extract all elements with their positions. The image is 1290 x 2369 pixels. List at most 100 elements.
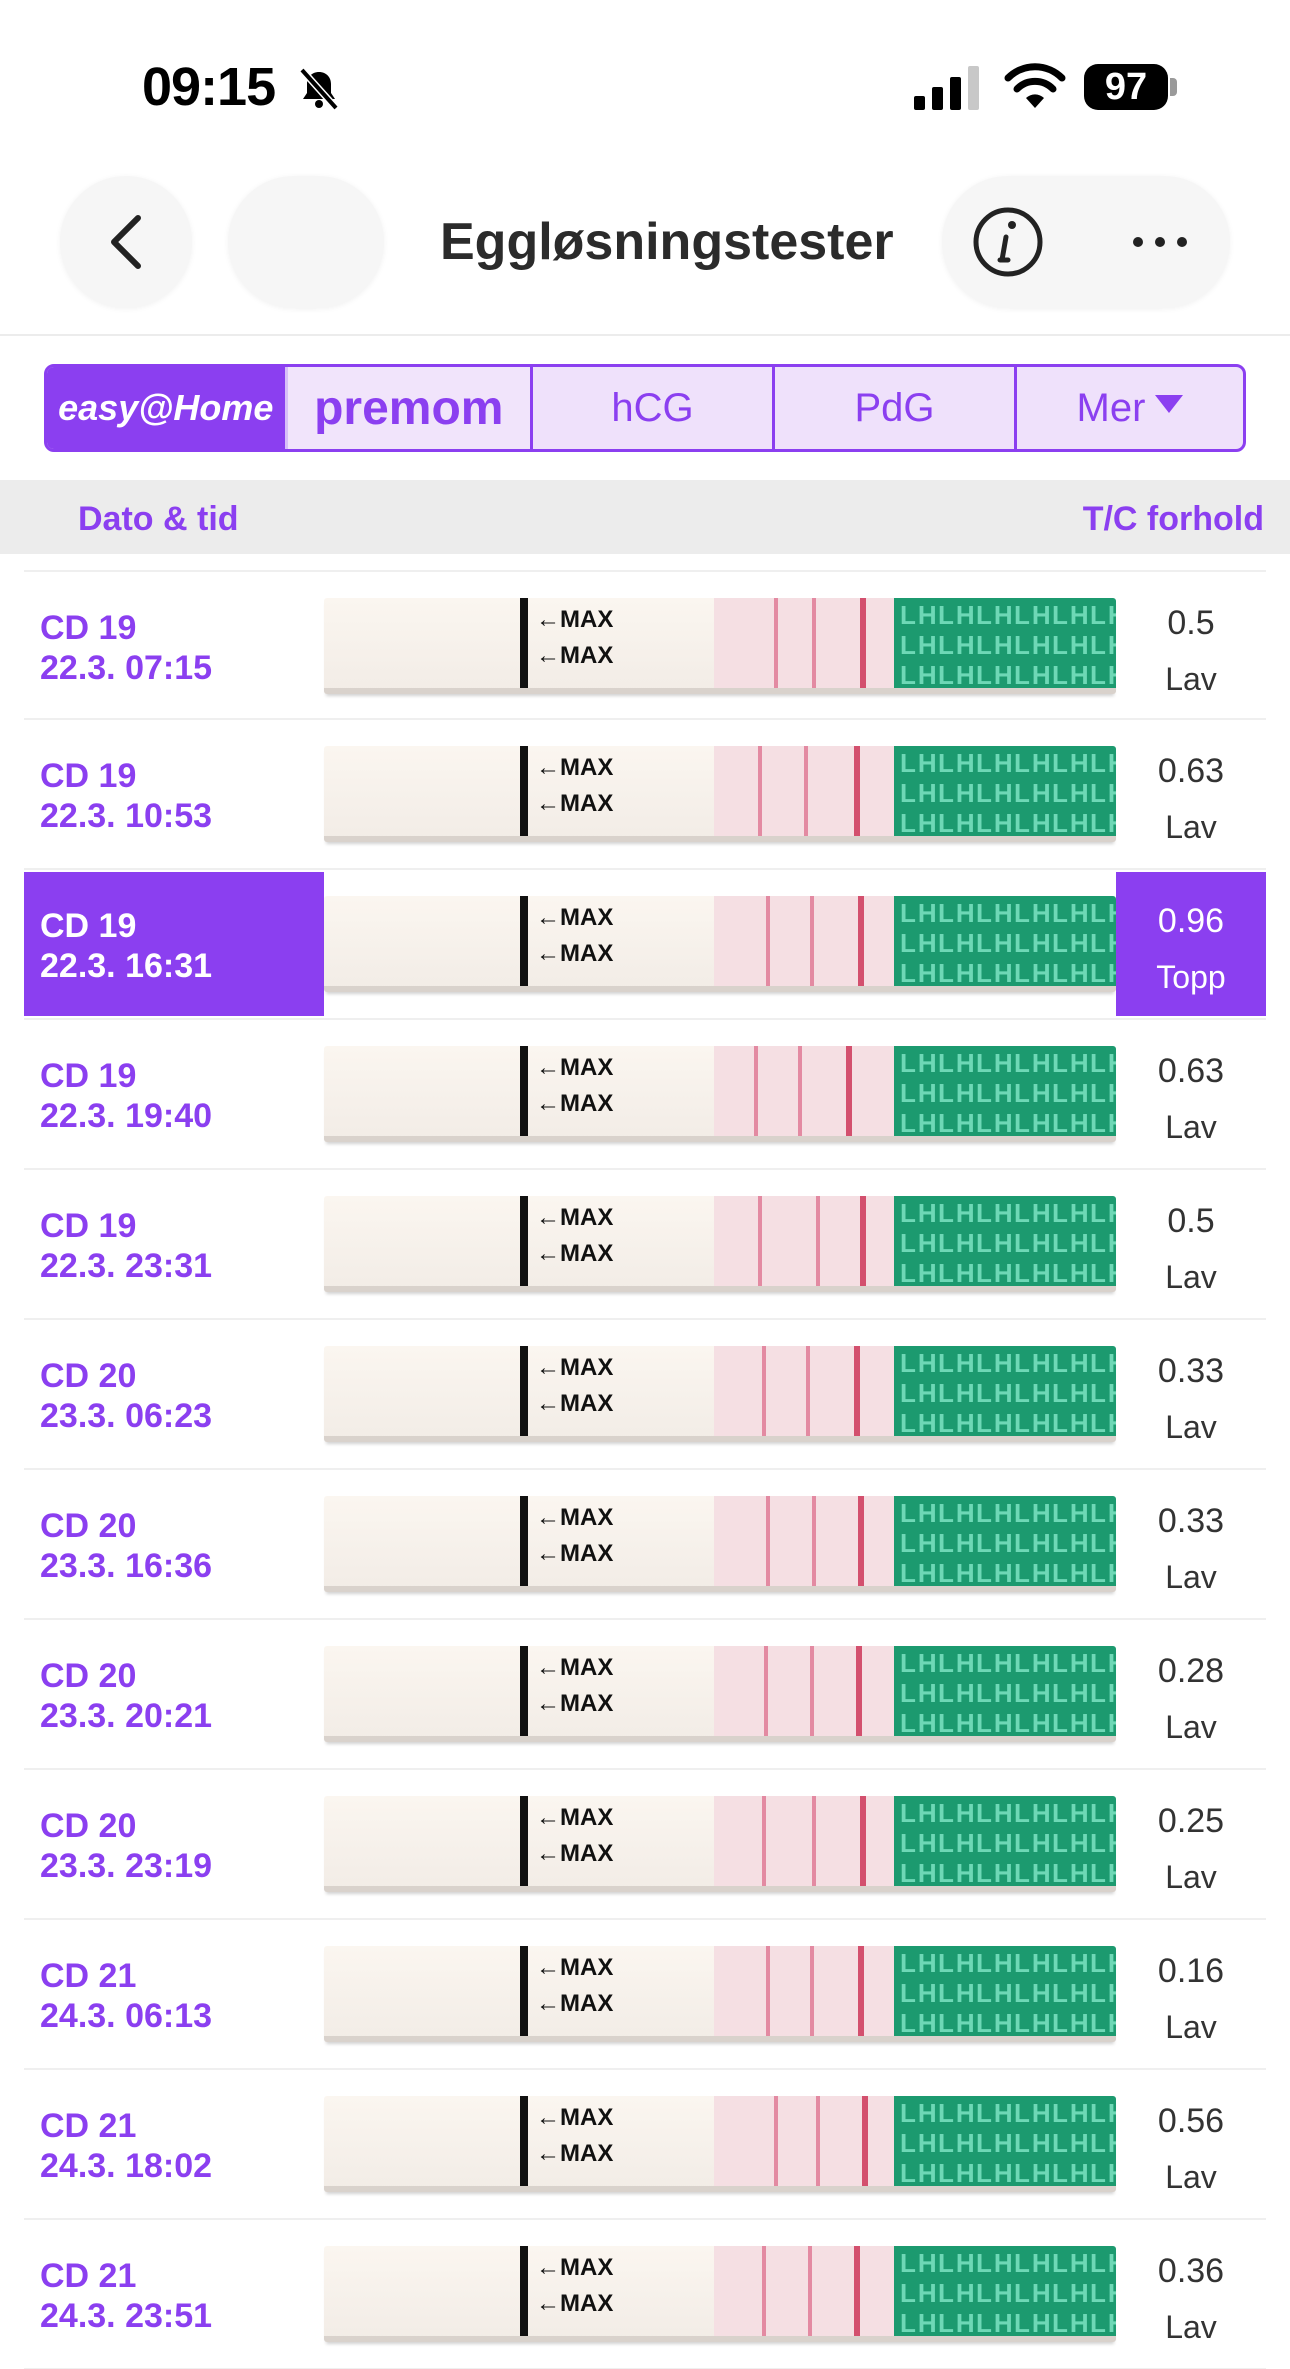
test-strip-image[interactable]: ←MAX←MAXLHLHLHLHLHLHLHLHLHLHLHLHLHLHLHLH… bbox=[324, 1796, 1116, 1892]
test-strip-image[interactable]: ←MAX←MAXLHLHLHLHLHLHLHLHLHLHLHLHLHLHLHLH… bbox=[324, 598, 1116, 694]
strip-handle-pattern: LH bbox=[900, 898, 939, 928]
strip-handle-pattern: LH bbox=[1014, 1198, 1053, 1228]
row-date-cell: CD 19 22.3. 19:40 bbox=[24, 1022, 324, 1166]
table-header: Dato & tid T/C forhold bbox=[0, 480, 1290, 554]
strip-handle-pattern: LH bbox=[976, 1678, 1015, 1708]
tc-ratio-value: 0.33 bbox=[1157, 1352, 1225, 1390]
test-row[interactable]: CD 20 23.3. 20:21 ←MAX ←MAX LH LH LH LH LH LH LH LH… bbox=[24, 1620, 1266, 1770]
premom-logo: premom bbox=[287, 367, 530, 449]
test-strip-image[interactable]: ←MAX←MAXLHLHLHLHLHLHLHLHLHLHLHLHLHLHLHLH… bbox=[324, 746, 1116, 842]
tc-ratio-value: 0.33 bbox=[1157, 1502, 1225, 1540]
test-row[interactable]: CD 19 22.3. 16:31 ←MAX ←MAX LH LH LH LH LH LH LH LH… bbox=[24, 870, 1266, 1020]
row-date-cell: CD 20 23.3. 06:23 bbox=[24, 1322, 324, 1466]
strip-max-label: ←MAX bbox=[536, 1690, 614, 1717]
strip-handle-pattern: LH bbox=[900, 1378, 939, 1408]
strip-edge bbox=[324, 1736, 1116, 1742]
info-icon[interactable] bbox=[972, 206, 1044, 278]
strip-handle-pattern: LH bbox=[938, 2128, 977, 2158]
row-ratio-cell: 0.96 Topp bbox=[1116, 872, 1266, 1016]
test-strip-image[interactable]: ←MAX←MAXLHLHLHLHLHLHLHLHLHLHLHLHLHLHLHLH… bbox=[324, 896, 1116, 992]
strip-handle: LHLHLHLHLHLHLHLHLHLHLHLHLHLHLHLHLHLH bbox=[894, 746, 1116, 836]
strip-handle-pattern: LH bbox=[976, 2098, 1015, 2128]
strip-test-line bbox=[810, 1646, 814, 1736]
strip-edge bbox=[324, 986, 1116, 992]
row-date-cell: CD 20 23.3. 16:36 bbox=[24, 1472, 324, 1616]
row-ratio-cell: 0.33 Lav bbox=[1116, 1472, 1266, 1616]
strip-handle-pattern: LH bbox=[1090, 2308, 1116, 2336]
strip-max-mark bbox=[520, 1046, 528, 1136]
strip-control-line bbox=[862, 2096, 868, 2186]
row-ratio-cell: 0.5 Lav bbox=[1116, 1172, 1266, 1316]
lh-level-label: Lav bbox=[1165, 1559, 1217, 1595]
test-row[interactable]: CD 20 23.3. 06:23 ←MAX ←MAX LH LH LH LH LH LH LH LH… bbox=[24, 1320, 1266, 1470]
strip-handle-pattern: LH bbox=[1014, 898, 1053, 928]
strip-handle-pattern: LH bbox=[1090, 748, 1116, 778]
test-row[interactable]: CD 21 24.3. 23:51 ←MAX ←MAX LH LH LH LH LH LH LH LH… bbox=[24, 2220, 1266, 2369]
strip-handle-pattern: LH bbox=[1090, 1498, 1116, 1528]
strip-handle-pattern: LH bbox=[938, 1258, 977, 1286]
test-row[interactable]: CD 20 23.3. 16:36 ←MAX ←MAX LH LH LH LH LH LH LH LH… bbox=[24, 1470, 1266, 1620]
strip-handle-pattern: LH bbox=[1052, 1408, 1091, 1436]
strip-handle-pattern: LH bbox=[1090, 2128, 1116, 2158]
more-icon[interactable] bbox=[1130, 232, 1190, 252]
tab-more[interactable]: Mer bbox=[1017, 367, 1243, 449]
back-button[interactable] bbox=[60, 176, 192, 308]
strip-handle: LHLHLHLHLHLHLHLHLHLHLHLHLHLHLHLHLHLH bbox=[894, 896, 1116, 986]
strip-result-window bbox=[714, 1796, 894, 1886]
tab-pdg[interactable]: PdG bbox=[775, 367, 1017, 449]
strip-edge bbox=[324, 2186, 1116, 2192]
easyhome-logo: easy@Home bbox=[47, 367, 288, 449]
empty-nav-button[interactable] bbox=[228, 176, 384, 308]
strip-handle: LHLHLHLHLHLHLHLHLHLHLHLHLHLHLHLHLHLH bbox=[894, 1796, 1116, 1886]
strip-handle-pattern: LH bbox=[1014, 1498, 1053, 1528]
strip-control-line bbox=[860, 1796, 866, 1886]
tab-hcg[interactable]: hCG bbox=[533, 367, 775, 449]
test-row[interactable]: CD 21 24.3. 06:13 ←MAX ←MAX LH LH LH LH LH LH LH LH… bbox=[24, 1920, 1266, 2070]
strip-handle: LHLHLHLHLHLHLHLHLHLHLHLHLHLHLHLHLHLH bbox=[894, 598, 1116, 688]
strip-handle-pattern: LH bbox=[1014, 2308, 1053, 2336]
strip-handle-pattern: LH bbox=[976, 778, 1015, 808]
test-row[interactable]: CD 20 23.3. 23:19 ←MAX ←MAX LH LH LH LH LH LH LH LH… bbox=[24, 1770, 1266, 1920]
test-strip-image[interactable]: ←MAX←MAXLHLHLHLHLHLHLHLHLHLHLHLHLHLHLHLH… bbox=[324, 1946, 1116, 2042]
test-row[interactable]: CD 19 22.3. 19:40 ←MAX ←MAX LH LH LH LH LH LH LH LH… bbox=[24, 1020, 1266, 1170]
strip-handle-pattern: LH bbox=[938, 1648, 977, 1678]
strip-handle-pattern: LH bbox=[1052, 2308, 1091, 2336]
test-row[interactable]: CD 21 24.3. 18:02 ←MAX ←MAX LH LH LH LH LH LH LH LH… bbox=[24, 2070, 1266, 2220]
strip-handle-pattern: LH bbox=[1052, 2278, 1091, 2308]
test-datetime: 22.3. 16:31 bbox=[40, 947, 213, 985]
cycle-day: CD 21 bbox=[40, 2257, 137, 2295]
strip-handle-pattern: LH bbox=[1014, 2128, 1053, 2158]
strip-handle-pattern: LH bbox=[900, 600, 939, 630]
test-datetime: 22.3. 19:40 bbox=[40, 1097, 213, 1135]
test-strip-image[interactable]: ←MAX←MAXLHLHLHLHLHLHLHLHLHLHLHLHLHLHLHLH… bbox=[324, 1646, 1116, 1742]
test-strip-image[interactable]: ←MAX←MAXLHLHLHLHLHLHLHLHLHLHLHLHLHLHLHLH… bbox=[324, 1346, 1116, 1442]
tc-ratio-value: 0.25 bbox=[1157, 1802, 1225, 1840]
test-strip-image[interactable]: ←MAX←MAXLHLHLHLHLHLHLHLHLHLHLHLHLHLHLHLH… bbox=[324, 2096, 1116, 2192]
strip-handle-pattern: LH bbox=[976, 1828, 1015, 1858]
test-row[interactable]: CD 19 22.3. 07:15 ←MAX ←MAX LH LH LH LH LH LH LH LH… bbox=[24, 570, 1266, 720]
strip-handle-pattern: LH bbox=[938, 778, 977, 808]
strip-handle-pattern: LH bbox=[976, 1198, 1015, 1228]
tab-lh-brand[interactable]: easy@Home premom bbox=[47, 367, 533, 449]
nav-bar: Eggløsningstester bbox=[0, 160, 1290, 336]
test-strip-image[interactable]: ←MAX←MAXLHLHLHLHLHLHLHLHLHLHLHLHLHLHLHLH… bbox=[324, 2246, 1116, 2342]
row-ratio-cell: 0.63 Lav bbox=[1116, 1022, 1266, 1166]
strip-handle-pattern: LH bbox=[1052, 1048, 1091, 1078]
tc-ratio-value: 0.96 bbox=[1157, 902, 1225, 940]
test-row[interactable]: CD 19 22.3. 10:53 ←MAX ←MAX LH LH LH LH LH LH LH LH… bbox=[24, 720, 1266, 870]
strip-max-label: ←MAX bbox=[536, 1990, 614, 2017]
tc-ratio-value: 0.36 bbox=[1157, 2252, 1225, 2290]
test-row[interactable]: CD 19 22.3. 23:31 ←MAX ←MAX LH LH LH LH LH LH LH LH… bbox=[24, 1170, 1266, 1320]
strip-result-window bbox=[714, 598, 894, 688]
test-strip-image[interactable]: ←MAX←MAXLHLHLHLHLHLHLHLHLHLHLHLHLHLHLHLH… bbox=[324, 1496, 1116, 1592]
test-strip-image[interactable]: ←MAX←MAXLHLHLHLHLHLHLHLHLHLHLHLHLHLHLHLH… bbox=[324, 1046, 1116, 1142]
strip-max-label: ←MAX bbox=[536, 1954, 614, 1981]
test-strip-image[interactable]: ←MAX←MAXLHLHLHLHLHLHLHLHLHLHLHLHLHLHLHLH… bbox=[324, 1196, 1116, 1292]
bell-slash-icon bbox=[299, 67, 339, 111]
strip-handle-pattern: LH bbox=[1090, 1048, 1116, 1078]
strip-handle-pattern: LH bbox=[1052, 2098, 1091, 2128]
strip-max-label: ←MAX bbox=[536, 1090, 614, 1117]
strip-faint-line bbox=[754, 1046, 758, 1136]
strip-handle-pattern: LH bbox=[976, 2158, 1015, 2186]
strip-control-line bbox=[854, 1346, 860, 1436]
